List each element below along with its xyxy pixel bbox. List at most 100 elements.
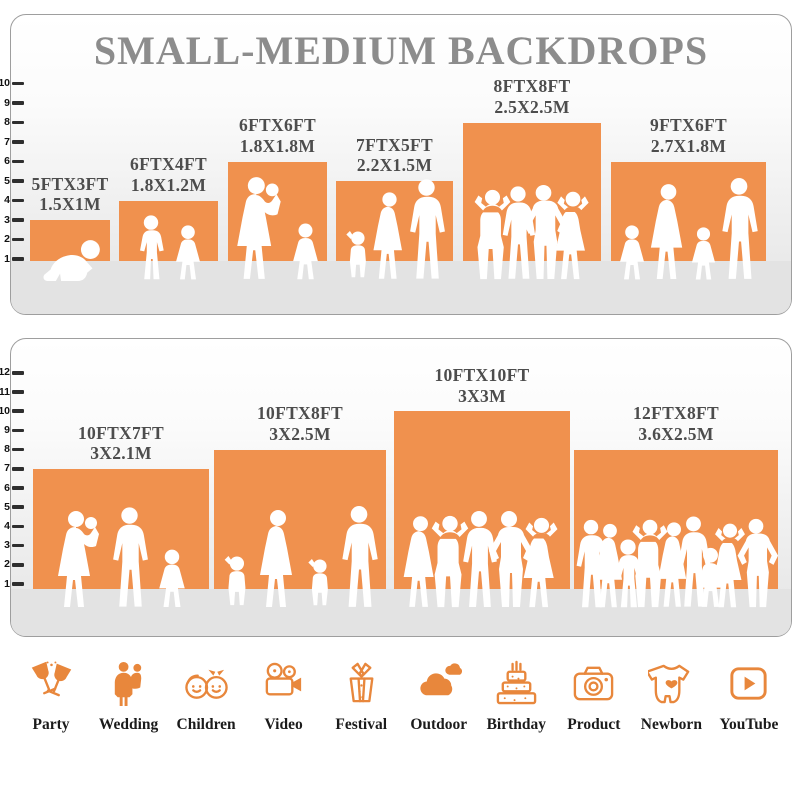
woman-silhouette — [369, 191, 410, 281]
man-silhouette — [337, 505, 381, 609]
size-meters: 1.5X1M — [39, 194, 101, 215]
man-silhouette — [717, 177, 761, 281]
ytick-label: 6 — [4, 155, 10, 167]
ytick-mark — [12, 371, 24, 375]
category-label: Children — [176, 716, 236, 733]
size-feet: 7FTX5FT — [356, 134, 433, 155]
ytick-label: 11 — [0, 385, 10, 398]
ytick-mark — [12, 101, 24, 105]
product-icon — [570, 660, 617, 707]
size-feet: 10FTX10FT — [434, 364, 530, 385]
ytick-label: 2 — [4, 233, 10, 245]
people-silhouettes — [228, 175, 327, 281]
ytick-label: 12 — [0, 366, 10, 379]
children-icon — [183, 660, 230, 707]
backdrop-bar: 8FTX8FT 2.5X2.5M — [463, 76, 601, 262]
toddler-silhouette — [219, 554, 253, 609]
girl-silhouette — [155, 549, 189, 609]
backdrop-size-label: 6FTX4FT 1.8X1.2M — [74, 154, 264, 195]
size-feet: 10FTX7FT — [77, 422, 164, 443]
backdrop-size-label: 8FTX8FT 2.5X2.5M — [437, 76, 627, 117]
size-feet: 6FTX4FT — [130, 154, 207, 175]
girl-silhouette — [616, 225, 648, 281]
video-icon — [260, 660, 307, 707]
ytick-mark — [12, 179, 24, 183]
category-birthday: Birthday — [479, 660, 553, 734]
category-wedding: Wedding — [92, 660, 166, 734]
ytick-label: 9 — [4, 423, 10, 436]
category-product: Product — [557, 660, 631, 734]
large-panel: 10FTX7FT 3X2.1M 10FTX8FT 3X2.5M 10FTX10FT 3X3… — [0, 338, 792, 637]
woman-silhouette — [255, 509, 301, 609]
ytick-label: 3 — [4, 213, 10, 226]
category-newborn: Newborn — [634, 660, 708, 734]
baby-crawling-silhouette — [37, 237, 104, 281]
backdrop-bar: 5FTX3FT 1.5X1M — [30, 174, 110, 261]
size-feet: 5FTX3FT — [31, 173, 109, 194]
girl-silhouette — [172, 225, 204, 281]
ytick-label: 3 — [4, 539, 10, 552]
backdrop-bar: 10FTX10FT 3X3M — [394, 365, 570, 589]
floor-strip — [11, 589, 791, 636]
size-meters: 2.7X1.8M — [650, 135, 727, 156]
ytick-label: 10 — [0, 404, 10, 417]
ytick-mark — [12, 120, 24, 125]
ytick-label: 6 — [4, 481, 10, 494]
people-silhouettes — [574, 515, 778, 609]
girl-silhouette — [688, 227, 719, 281]
size-meters: 3X3M — [458, 385, 506, 406]
size-feet: 9FTX6FT — [650, 115, 727, 136]
woman-arms-up-silhouette — [550, 189, 596, 281]
ytick-mark — [12, 563, 24, 567]
category-label: Product — [567, 716, 621, 733]
ytick-mark — [12, 447, 24, 452]
bars-area: 10FTX7FT 3X2.1M 10FTX8FT 3X2.5M 10FTX10FT 3X3… — [11, 339, 791, 636]
ytick-mark — [12, 486, 24, 490]
category-party: Party — [14, 660, 88, 734]
ytick-mark — [12, 467, 24, 471]
ytick-mark — [12, 237, 24, 242]
ytick-label: 4 — [4, 194, 10, 206]
ytick-label: 2 — [4, 558, 10, 571]
newborn-icon — [648, 660, 695, 707]
people-silhouettes — [463, 183, 601, 281]
backdrop-size-label: 6FTX6FT 1.8X1.8M — [183, 115, 373, 156]
category-label: YouTube — [719, 716, 779, 733]
category-festival: Festival — [324, 660, 398, 734]
small-medium-panel: SMALL-MEDIUM BACKDROPS 5FTX3FT 1.5X1M 6FTX… — [0, 14, 792, 315]
size-meters: 3.6X2.5M — [638, 423, 714, 444]
ytick-mark — [12, 543, 24, 548]
size-meters: 3X2.1M — [90, 443, 152, 464]
ytick-mark — [12, 198, 24, 203]
ytick-label: 8 — [4, 116, 10, 128]
man-hands-on-hips-silhouette — [732, 517, 780, 609]
backdrop-bar: 6FTX6FT 1.8X1.8M — [228, 115, 327, 262]
ytick-mark — [12, 390, 24, 394]
category-label: Outdoor — [410, 716, 468, 733]
category-label: Wedding — [98, 716, 159, 733]
backdrop-bar: 9FTX6FT 2.7X1.8M — [611, 115, 766, 262]
size-meters: 2.5X2.5M — [494, 96, 570, 117]
backdrop-size-label: 5FTX3FT 1.5X1M — [0, 174, 165, 215]
bars-area: 5FTX3FT 1.5X1M 6FTX4FT 1.8X1.2M 6FTX6FT 1.8X1… — [11, 15, 791, 314]
category-label: Video — [264, 716, 303, 733]
ytick-label: 1 — [4, 577, 10, 590]
backdrop-bar: 10FTX7FT 3X2.1M — [33, 423, 209, 589]
ytick-mark — [12, 582, 24, 586]
ytick-mark — [12, 524, 24, 529]
wedding-icon — [105, 660, 152, 707]
people-silhouettes — [119, 215, 218, 281]
category-youtube: YouTube — [712, 660, 786, 734]
category-label: Festival — [335, 716, 388, 733]
category-label: Party — [32, 716, 70, 733]
ytick-mark — [12, 505, 24, 509]
boy-silhouette — [134, 215, 168, 281]
backdrop-bar: 7FTX5FT 2.2X1.5M — [336, 135, 453, 261]
backdrop-size-label: 10FTX10FT 3X3M — [387, 365, 577, 406]
party-icon — [28, 660, 75, 707]
ytick-mark — [12, 81, 24, 86]
ytick-label: 5 — [4, 174, 10, 187]
category-video: Video — [247, 660, 321, 734]
man-silhouette — [108, 506, 151, 609]
